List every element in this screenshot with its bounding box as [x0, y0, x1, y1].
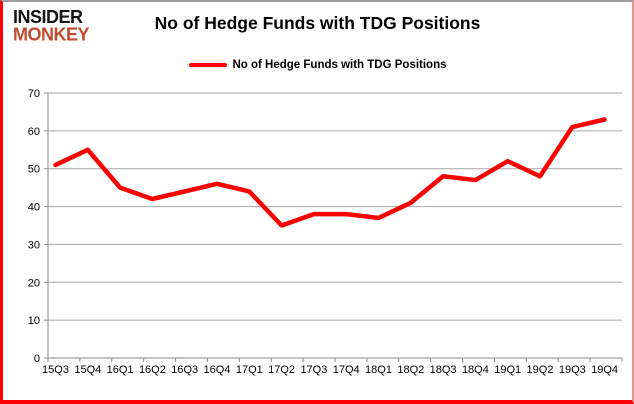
x-axis-label: 15Q4 — [74, 364, 101, 376]
legend-line-swatch — [188, 62, 227, 68]
x-axis-label: 17Q1 — [236, 364, 263, 376]
x-axis-label: 18Q3 — [430, 364, 457, 376]
y-axis-label: 50 — [28, 164, 40, 176]
line-chart-plot-area: 0 10 20 30 40 50 60 70 15Q3 15Q4 16Q1 16Q2 16Q3 16Q4 1… — [28, 88, 623, 376]
x-axis-label: 15Q3 — [42, 364, 69, 376]
x-axis-label: 17Q3 — [300, 364, 327, 376]
x-axis-label: 19Q2 — [527, 364, 554, 376]
y-axis-label: 40 — [28, 202, 40, 214]
legend: No of Hedge Funds with TDG Positions — [188, 59, 447, 71]
y-axis-label: 10 — [28, 315, 40, 327]
x-axis-label: 16Q1 — [107, 364, 134, 376]
x-axis-label: 19Q4 — [591, 364, 618, 376]
y-axis-label: 20 — [28, 277, 40, 289]
insider-monkey-logo: INSIDER MONKEY — [13, 6, 90, 45]
x-axis-label: 19Q3 — [559, 364, 586, 376]
x-axis-label: 17Q2 — [268, 364, 295, 376]
logo-text-insider: INSIDER — [13, 6, 83, 28]
x-axis-label: 18Q4 — [462, 364, 489, 376]
chart-title: No of Hedge Funds with TDG Positions — [154, 13, 481, 33]
x-axis-label: 18Q1 — [365, 364, 392, 376]
x-axis-label: 16Q4 — [204, 364, 231, 376]
series-line-hedge-funds — [53, 117, 607, 228]
x-axis-label: 16Q3 — [171, 364, 198, 376]
logo-text-monkey: MONKEY — [13, 23, 90, 45]
y-axis-label: 70 — [28, 88, 40, 100]
legend-label: No of Hedge Funds with TDG Positions — [232, 59, 447, 71]
x-axis-label: 17Q4 — [333, 364, 360, 376]
x-axis-label: 19Q1 — [494, 364, 521, 376]
y-axis-label: 30 — [28, 239, 40, 251]
y-axis-label: 0 — [34, 353, 40, 365]
y-axis-label: 60 — [28, 126, 40, 138]
x-axis-label: 18Q2 — [397, 364, 424, 376]
x-axis-label: 16Q2 — [139, 364, 166, 376]
